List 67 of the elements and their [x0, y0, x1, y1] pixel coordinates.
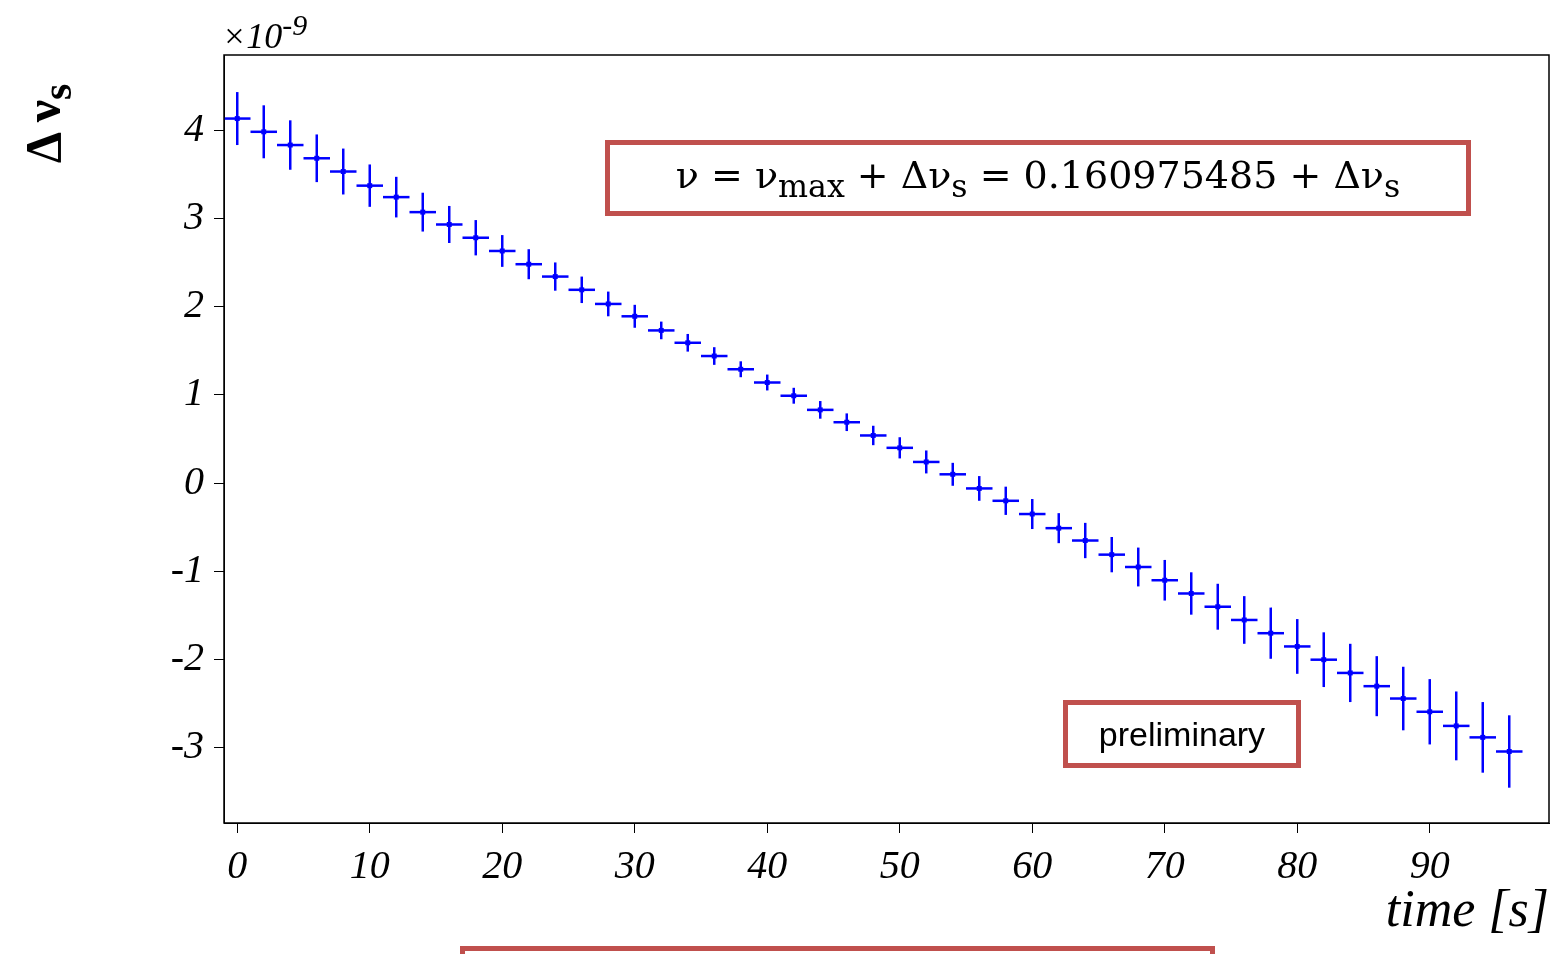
point: [420, 209, 426, 215]
point: [844, 419, 850, 425]
point: [976, 485, 982, 491]
point: [526, 261, 532, 267]
point: [1215, 604, 1221, 610]
point: [1453, 723, 1459, 729]
y-tick-label: 2: [184, 281, 204, 327]
point: [658, 327, 664, 333]
point: [393, 194, 399, 200]
point: [1082, 538, 1088, 543]
y-tick-label: 0: [184, 457, 204, 503]
point: [1321, 657, 1327, 663]
annotation: ×10$^{-9}$: [222, 8, 308, 57]
annotation: preliminary: [1098, 714, 1266, 754]
point: [1188, 591, 1194, 596]
point: [1506, 749, 1512, 754]
point: [1374, 683, 1380, 689]
x-tick-label: 10: [349, 841, 390, 887]
point: [1056, 525, 1062, 531]
point: [605, 301, 611, 307]
point: [897, 445, 903, 451]
x-tick-label: 30: [613, 841, 655, 887]
point: [473, 235, 479, 241]
point: [764, 380, 770, 385]
point: [632, 313, 638, 319]
point: [1003, 498, 1009, 504]
point: [1241, 617, 1247, 623]
y-tick-label: -3: [170, 722, 204, 768]
point: [1268, 630, 1274, 636]
annotation: ν = ν$_{max}$ + Δν$_{s}$ = 0.160975485 + Δν$_{s}$: [675, 152, 1401, 204]
point: [1162, 577, 1168, 583]
y-tick-label: -1: [170, 545, 204, 591]
x-tick-label: 60: [1012, 841, 1053, 887]
point: [446, 222, 452, 227]
x-tick-label: 80: [1277, 841, 1318, 887]
point: [1109, 552, 1115, 558]
point: [685, 340, 691, 346]
point: [738, 366, 744, 372]
point: [1029, 511, 1035, 517]
point: [552, 274, 558, 280]
point: [1400, 696, 1406, 702]
x-tick-label: 0: [227, 841, 248, 887]
point: [340, 169, 346, 174]
point: [287, 142, 293, 148]
point: [1294, 643, 1300, 649]
point: [1347, 670, 1353, 676]
x-tick-label: 50: [879, 841, 920, 887]
point: [234, 116, 240, 122]
y-tick-label: -2: [170, 634, 204, 680]
point: [870, 432, 876, 438]
point: [261, 129, 267, 135]
point: [314, 155, 320, 161]
point: [367, 183, 373, 189]
x-tick-label: 20: [482, 841, 523, 887]
point: [579, 287, 585, 293]
x-tick-label: 70: [1144, 841, 1185, 887]
point: [499, 248, 505, 254]
y-tick-label: 4: [184, 104, 204, 150]
x-tick-label: 40: [747, 841, 788, 887]
y-tick-label: 1: [184, 369, 204, 415]
point: [1427, 709, 1433, 715]
point: [817, 407, 823, 413]
point: [923, 459, 929, 465]
point: [1480, 734, 1486, 740]
y-tick-label: 3: [183, 192, 204, 238]
point: [950, 471, 956, 477]
point: [791, 393, 797, 399]
